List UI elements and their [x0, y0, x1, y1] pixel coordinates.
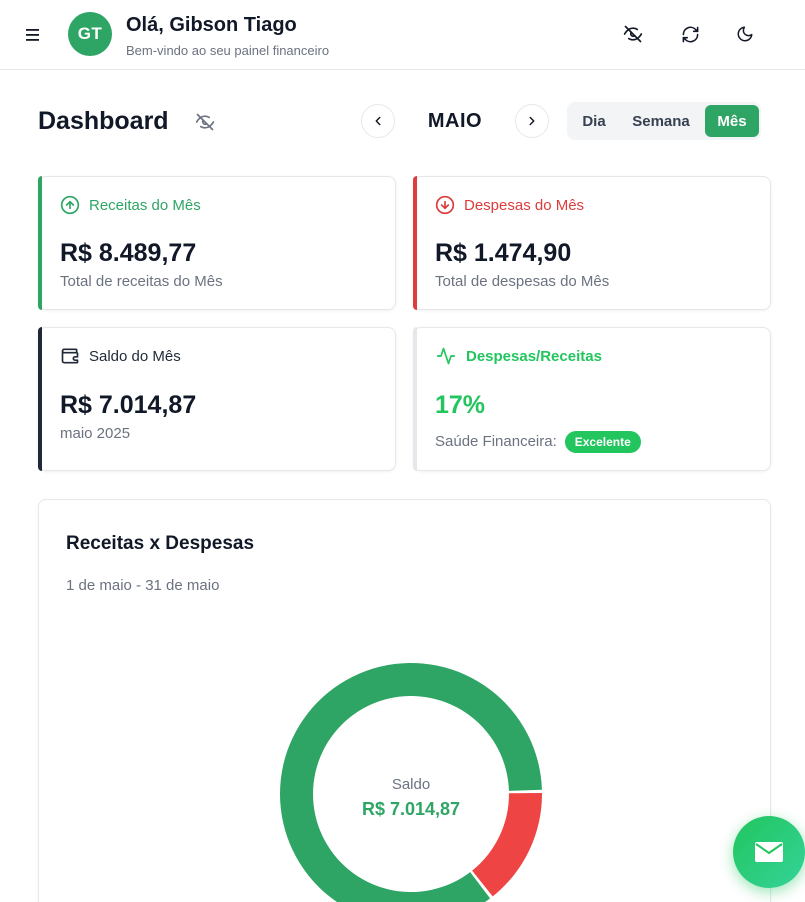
moon-icon[interactable]	[733, 22, 757, 46]
avatar[interactable]: GT	[68, 12, 112, 56]
chevron-left-icon	[375, 116, 381, 126]
expenses-card: Despesas do Mês R$ 1.474,90 Total de des…	[413, 176, 771, 310]
chart-date-range: 1 de maio - 31 de maio	[66, 577, 220, 594]
income-value: R$ 8.489,77	[60, 239, 197, 267]
next-month-button[interactable]	[515, 104, 549, 138]
income-card: Receitas do Mês R$ 8.489,77 Total de rec…	[38, 176, 396, 310]
donut-center-value: R$ 7.014,87	[361, 799, 461, 819]
balance-value: R$ 7.014,87	[60, 391, 197, 419]
income-card-title: Receitas do Mês	[89, 196, 201, 214]
balance-sub: maio 2025	[60, 425, 131, 442]
wallet-icon	[61, 348, 79, 364]
health-label: Saúde Financeira:	[435, 432, 557, 450]
card-accent	[38, 327, 42, 471]
previous-month-button[interactable]	[361, 104, 395, 138]
ratio-value: 17%	[435, 391, 486, 419]
ratio-card-title: Despesas/Receitas	[466, 347, 602, 365]
card-accent	[413, 176, 417, 310]
message-fab-button[interactable]	[733, 816, 805, 888]
current-month: MAIO	[427, 110, 483, 132]
tab-dia[interactable]: Dia	[582, 112, 606, 130]
income-vs-expenses-chart-card: Receitas x Despesas 1 de maio - 31 de ma…	[38, 499, 771, 902]
balance-card-title: Saldo do Mês	[89, 347, 181, 365]
mail-icon	[755, 842, 783, 862]
period-selector: Dia Semana Mês	[567, 102, 761, 140]
ratio-card: Despesas/Receitas 17% Saúde Financeira: E…	[413, 327, 771, 471]
donut-chart	[280, 663, 542, 902]
card-accent	[38, 176, 42, 310]
eye-off-icon[interactable]	[621, 22, 645, 46]
refresh-icon[interactable]	[678, 22, 702, 46]
tab-mes[interactable]: Mês	[705, 105, 759, 137]
top-bar: GT Olá, Gibson Tiago Bem-vindo ao seu pa…	[0, 0, 805, 70]
expenses-sub: Total de despesas do Mês	[435, 273, 610, 290]
arrow-down-circle-icon	[435, 195, 455, 215]
balance-card: Saldo do Mês R$ 7.014,87 maio 2025	[38, 327, 396, 471]
eye-off-icon[interactable]	[194, 111, 216, 133]
status-badge: Excelente	[564, 431, 641, 453]
chevron-right-icon	[529, 116, 535, 126]
donut-slice-despesas[interactable]	[472, 793, 542, 897]
donut-center-label: Saldo	[391, 776, 431, 793]
menu-icon[interactable]	[22, 24, 44, 46]
activity-icon	[436, 347, 456, 365]
expenses-card-title: Despesas do Mês	[464, 196, 585, 214]
tab-semana[interactable]: Semana	[632, 112, 690, 130]
expenses-value: R$ 1.474,90	[435, 239, 572, 267]
page-title: Dashboard	[38, 107, 169, 135]
card-accent	[413, 327, 417, 471]
greeting-title: Olá, Gibson Tiago	[126, 14, 297, 36]
chart-title: Receitas x Despesas	[66, 533, 255, 554]
greeting-subtitle: Bem-vindo ao seu painel financeiro	[126, 43, 330, 58]
income-sub: Total de receitas do Mês	[60, 273, 223, 290]
arrow-up-circle-icon	[60, 195, 80, 215]
